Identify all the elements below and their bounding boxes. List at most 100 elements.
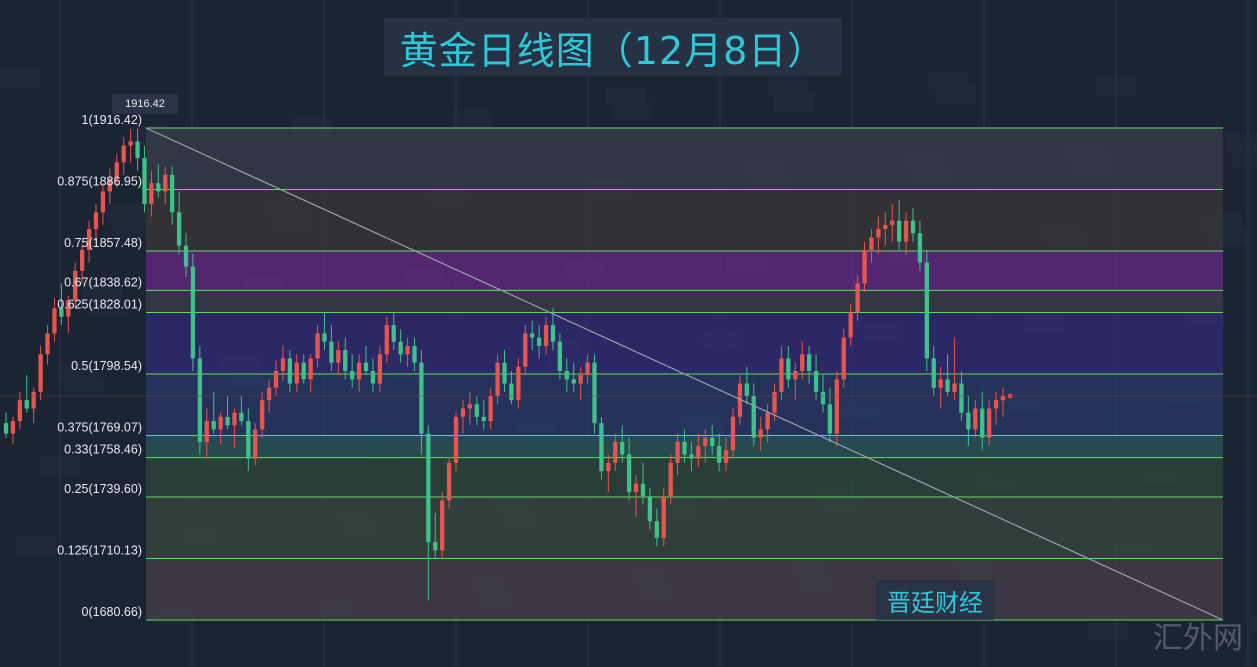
candle-body [66,299,71,317]
candle-body [107,178,113,192]
candle-body [370,370,376,384]
candle-body [495,362,500,396]
candle-body [488,395,493,422]
candle-body [966,412,971,430]
candle-body [827,404,833,434]
candle-body [426,433,431,543]
candle-body [917,233,923,263]
background-dot [452,110,492,128]
candle-body [467,404,473,409]
trendline-line [145,127,1224,621]
background-dot [774,94,814,112]
fib-level-lines [146,127,1223,621]
candle-body [24,400,29,409]
candlesticks [0,128,1257,601]
candle-body [973,408,978,430]
candle-body [689,454,694,459]
candle-body [730,416,736,451]
fib-level-label: 0.125(1710.13) [57,544,142,558]
background-dot [89,299,129,317]
candle-body [419,362,424,434]
fib-level-label: 0.5(1798.54) [71,359,142,373]
peak-price-tag: 1916.42 [112,94,178,114]
candle-body [502,362,507,384]
candle-body [855,283,860,313]
candle-body [294,362,299,384]
candle-body [474,404,479,417]
candle-body [606,462,611,472]
fib-band [146,251,1223,291]
candle-body [287,358,293,384]
candle-body [322,333,327,342]
background-dot [0,70,40,88]
background-dot [613,102,653,120]
candle-body [710,437,715,447]
candle-body [350,370,355,380]
background-dot [113,220,153,238]
candle-body [820,391,826,405]
candle-body [93,212,99,230]
candle-body [398,341,403,355]
fib-level-labels: 1(1916.42) 0.875(1886.95) 0.75(1857.48) 0.6… [57,113,142,619]
fib-level-label: 1(1916.42) [82,113,142,127]
candle-body [170,174,175,213]
candle-body [142,158,147,205]
candle-body [890,220,895,225]
candle-body [779,358,784,392]
candle-body [883,224,888,230]
background-dot [58,363,98,381]
trendline [145,127,1224,621]
candle-body [931,358,936,388]
candle-body [626,454,632,492]
candle-body [59,308,64,317]
candle-body [86,229,92,250]
candle-body [716,446,722,463]
fib-band [146,457,1223,497]
candle-body [100,191,106,213]
candle-body [163,174,168,192]
candle-body [536,337,542,346]
candle-body [3,423,9,434]
candle-body [772,391,777,413]
candle-body [682,441,687,455]
candle-body [453,416,459,463]
candle-body [280,358,286,371]
candle-body [841,337,846,380]
candle-body [10,421,16,434]
candle-body [80,249,85,271]
candle-body [834,379,839,434]
fib-level-label: 0.75(1857.48) [64,236,142,250]
candle-body [530,333,535,338]
candle-body [391,325,396,342]
candle-body [765,412,770,430]
candle-body [1000,395,1006,401]
candle-body [225,416,230,426]
candle-body [806,354,812,371]
background-dot [41,457,81,475]
candle-body [924,262,929,359]
candle-body [744,383,749,396]
candle-body [176,212,182,246]
fib-band [146,374,1223,436]
candle-body [903,220,909,242]
candle-body [232,412,237,426]
candle-body [31,391,36,409]
candle-body [661,496,666,538]
candle-body [336,350,341,363]
candle-body [910,220,916,234]
candle-body [751,395,756,438]
candle-body [128,141,133,146]
candle-body [758,429,763,438]
candle-body [204,421,209,442]
candle-body [301,362,306,380]
candle-body [315,333,320,359]
fib-level-label: 0.67(1838.62) [64,275,142,289]
candle-body [183,245,189,267]
candle-body [460,408,466,417]
candle-body [813,370,819,392]
candle-body [952,383,957,392]
fib-band [146,497,1223,559]
fib-band [146,558,1223,620]
candle-body [585,362,590,376]
